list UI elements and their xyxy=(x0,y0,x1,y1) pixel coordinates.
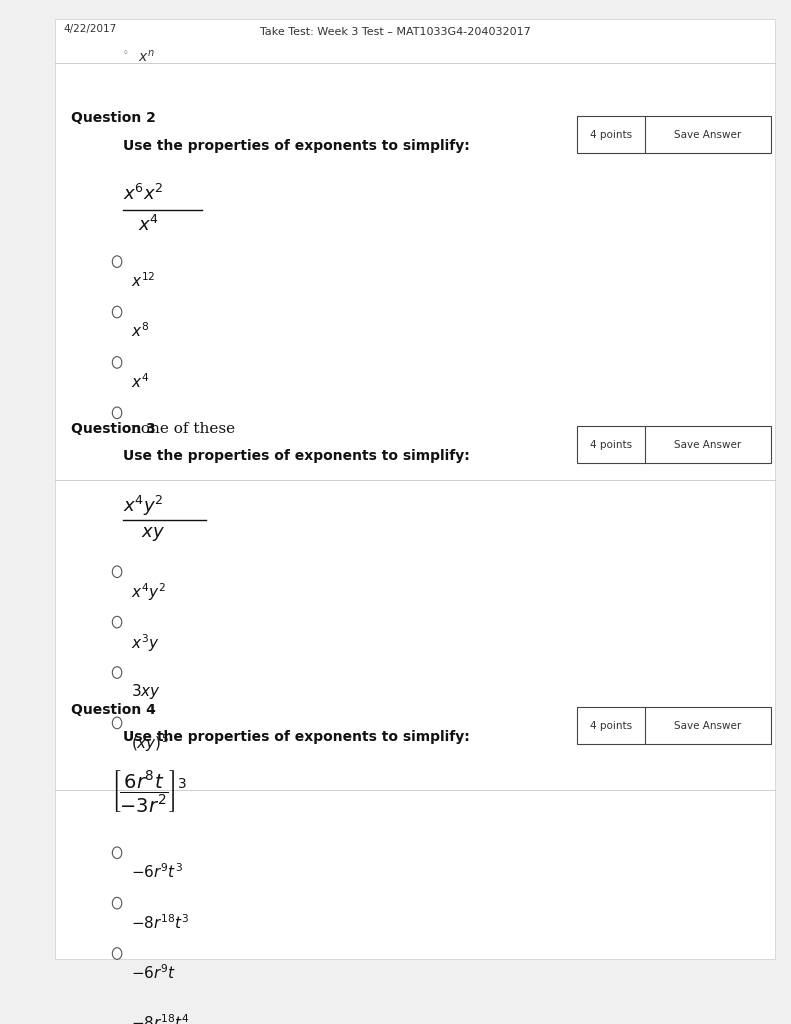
Circle shape xyxy=(112,407,122,419)
Text: 4 points: 4 points xyxy=(589,721,632,731)
Text: $x^8$: $x^8$ xyxy=(131,322,149,340)
Circle shape xyxy=(112,947,122,959)
FancyBboxPatch shape xyxy=(55,19,775,959)
Text: Save Answer: Save Answer xyxy=(674,721,742,731)
Circle shape xyxy=(112,356,122,369)
Text: Save Answer: Save Answer xyxy=(674,439,742,450)
Circle shape xyxy=(112,256,122,267)
Text: Question 3: Question 3 xyxy=(71,422,156,435)
Text: Use the properties of exponents to simplify:: Use the properties of exponents to simpl… xyxy=(123,730,469,743)
Circle shape xyxy=(112,616,122,628)
Text: $\left[\dfrac{6r^8t}{-3r^2}\right]^3$: $\left[\dfrac{6r^8t}{-3r^2}\right]^3$ xyxy=(111,768,187,814)
Circle shape xyxy=(112,306,122,317)
Text: $x^n$: $x^n$ xyxy=(138,48,155,65)
Text: ◦: ◦ xyxy=(123,48,128,58)
Text: Question 4: Question 4 xyxy=(71,702,156,717)
Text: $x^6x^2$: $x^6x^2$ xyxy=(123,184,163,204)
Text: none of these: none of these xyxy=(131,423,235,436)
Circle shape xyxy=(112,847,122,858)
Text: 4 points: 4 points xyxy=(589,439,632,450)
Text: Take Test: Week 3 Test – MAT1033G4-204032017: Take Test: Week 3 Test – MAT1033G4-20403… xyxy=(260,27,531,37)
FancyBboxPatch shape xyxy=(577,117,771,154)
Circle shape xyxy=(112,717,122,729)
Text: Use the properties of exponents to simplify:: Use the properties of exponents to simpl… xyxy=(123,449,469,463)
Text: $xy$: $xy$ xyxy=(141,525,165,543)
Text: Save Answer: Save Answer xyxy=(674,130,742,139)
Text: 4 points: 4 points xyxy=(589,130,632,139)
Circle shape xyxy=(112,667,122,678)
Text: $-8r^{18}t^4$: $-8r^{18}t^4$ xyxy=(131,1014,189,1024)
Text: $(xy)^5$: $(xy)^5$ xyxy=(131,732,168,755)
Text: $-6r^9t$: $-6r^9t$ xyxy=(131,964,176,982)
Text: $3xy$: $3xy$ xyxy=(131,682,161,701)
Text: 4/22/2017: 4/22/2017 xyxy=(63,25,116,34)
Text: Question 2: Question 2 xyxy=(71,112,156,125)
Text: $x^{12}$: $x^{12}$ xyxy=(131,271,155,290)
FancyBboxPatch shape xyxy=(577,426,771,463)
Text: $-6r^9t^3$: $-6r^9t^3$ xyxy=(131,862,183,881)
FancyBboxPatch shape xyxy=(577,708,771,744)
Text: $x^4y^2$: $x^4y^2$ xyxy=(123,495,163,518)
Text: $x^3y$: $x^3y$ xyxy=(131,632,159,653)
Circle shape xyxy=(112,998,122,1010)
Text: Use the properties of exponents to simplify:: Use the properties of exponents to simpl… xyxy=(123,138,469,153)
Text: $x^4$: $x^4$ xyxy=(131,372,149,391)
Circle shape xyxy=(112,897,122,909)
Text: $x^4y^2$: $x^4y^2$ xyxy=(131,582,165,603)
Text: $x^4$: $x^4$ xyxy=(138,215,160,236)
Text: $-8r^{18}t^3$: $-8r^{18}t^3$ xyxy=(131,912,189,932)
Circle shape xyxy=(112,566,122,578)
